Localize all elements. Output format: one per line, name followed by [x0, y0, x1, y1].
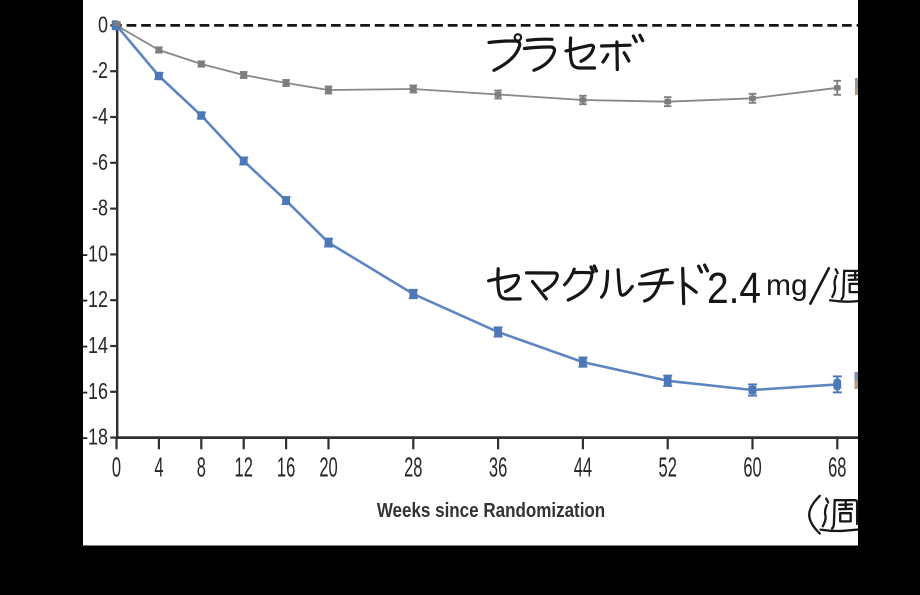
svg-text:-14: -14: [82, 333, 108, 359]
svg-text:-10: -10: [82, 241, 108, 267]
svg-text:mg: mg: [766, 269, 808, 302]
svg-text:8: 8: [197, 451, 206, 483]
svg-text:12: 12: [235, 451, 253, 483]
svg-text:4: 4: [154, 451, 163, 483]
svg-text:16: 16: [277, 451, 295, 483]
svg-text:-4: -4: [92, 104, 108, 130]
svg-text:20: 20: [319, 451, 337, 483]
svg-text:-2: -2: [92, 58, 108, 84]
svg-text:2.4: 2.4: [707, 264, 761, 313]
svg-text:68: 68: [828, 451, 846, 483]
svg-text:0: 0: [98, 12, 108, 38]
svg-text:-16: -16: [82, 379, 108, 405]
svg-text:36: 36: [489, 451, 507, 483]
svg-text:28: 28: [404, 451, 422, 483]
svg-text:0: 0: [112, 451, 121, 483]
svg-text:Weeks since Randomization: Weeks since Randomization: [377, 499, 605, 522]
svg-text:44: 44: [574, 451, 592, 483]
svg-text:52: 52: [659, 451, 677, 483]
svg-text:-6: -6: [92, 150, 108, 176]
svg-text:60: 60: [743, 451, 761, 483]
svg-text:-12: -12: [82, 287, 108, 313]
svg-text:-8: -8: [92, 196, 108, 222]
svg-text:-18: -18: [82, 425, 108, 451]
